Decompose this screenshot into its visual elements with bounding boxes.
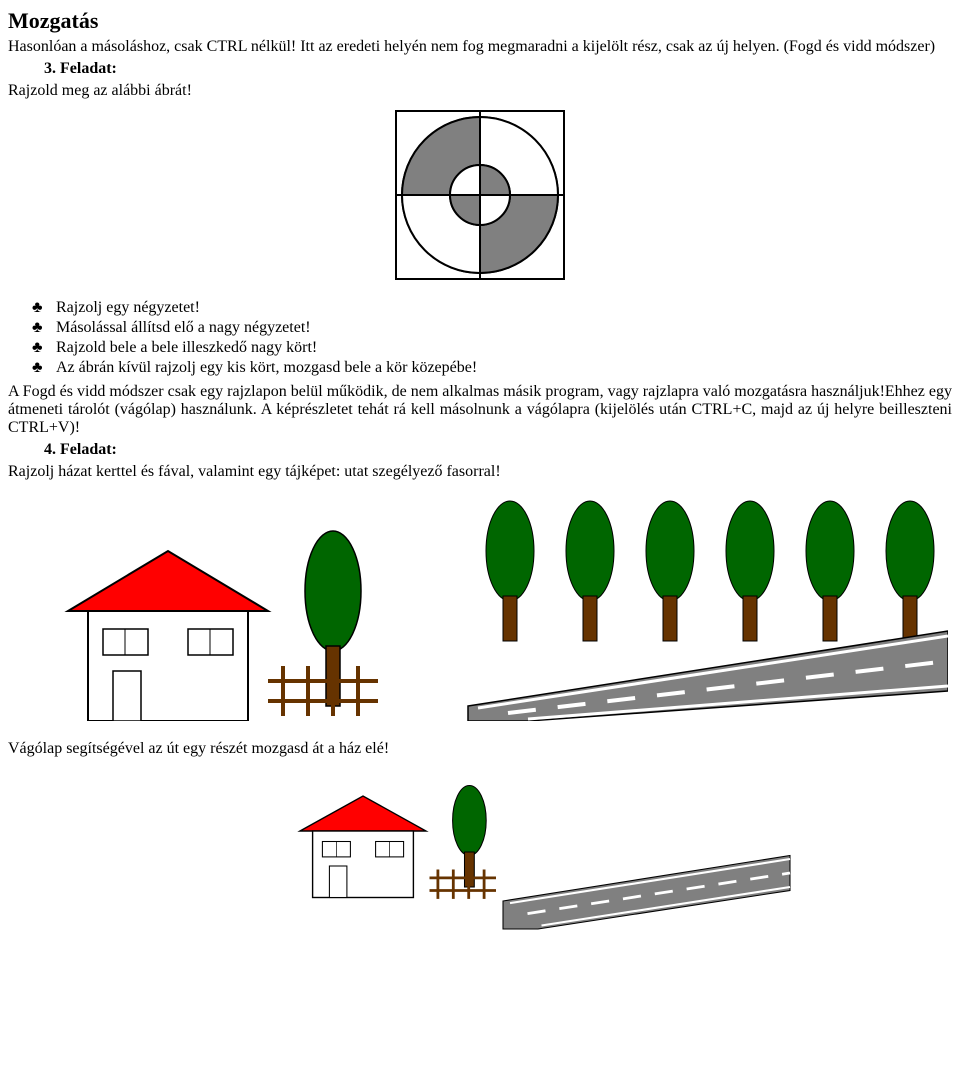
- task4-body: Rajzolj házat kerttel és fával, valamint…: [8, 463, 952, 481]
- task4-number: 4.: [44, 441, 56, 458]
- task4-label: Feladat:: [60, 441, 117, 458]
- bullet-text: Rajzolj egy négyzetet!: [56, 299, 200, 316]
- task3-label: Feladat:: [60, 60, 117, 77]
- bullet-text: Rajzold bele a bele illeszkedő nagy kört…: [56, 339, 317, 356]
- task3-body: Rajzold meg az alábbi ábrát!: [8, 82, 952, 100]
- bullet-text: Az ábrán kívül rajzolj egy kis kört, moz…: [56, 359, 477, 376]
- club-icon: ♣: [32, 359, 56, 377]
- paragraph-move-road: Vágólap segítségével az út egy részét mo…: [8, 740, 952, 758]
- club-icon: ♣: [32, 299, 56, 317]
- bullet-list: ♣Rajzolj egy négyzetet! ♣Másolással állí…: [32, 299, 952, 377]
- bullet-text: Másolással állítsd elő a nagy négyzetet!: [56, 319, 311, 336]
- paragraph-clipboard: A Fogd és vidd módszer csak egy rajzlapo…: [8, 383, 952, 437]
- house-and-road-scene: [8, 491, 952, 726]
- circle-diagram: [8, 110, 952, 285]
- page-title: Mozgatás: [8, 8, 952, 34]
- club-icon: ♣: [32, 339, 56, 357]
- task3-number: 3.: [44, 60, 56, 77]
- intro-text: Hasonlóan a másoláshoz, csak CTRL nélkül…: [8, 38, 952, 56]
- club-icon: ♣: [32, 319, 56, 337]
- house-road-combined-scene: [8, 768, 952, 948]
